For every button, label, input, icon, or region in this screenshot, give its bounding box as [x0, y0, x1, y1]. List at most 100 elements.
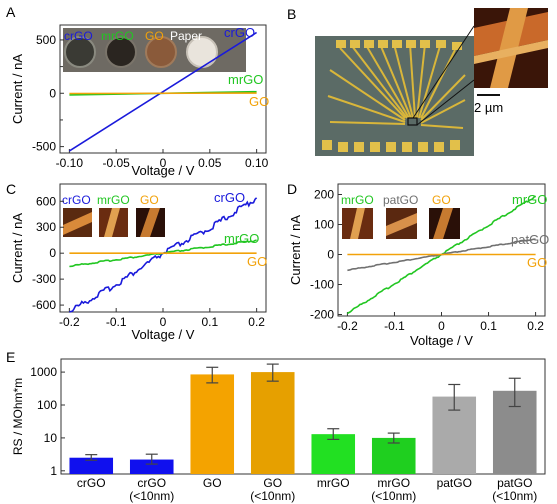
- y-tick-label: 1: [50, 464, 57, 478]
- inset-label-go: GO: [145, 29, 164, 43]
- inset-label-go: GO: [140, 193, 159, 207]
- panel-letter-d: D: [287, 181, 297, 197]
- electrode-leads: [327, 43, 466, 129]
- bar-3: [250, 372, 295, 474]
- bar-1: [129, 459, 174, 474]
- x-tick-label: 0.2: [248, 315, 265, 329]
- bar-4: [311, 434, 356, 474]
- bar-5: [371, 437, 416, 474]
- panel-d: D mrGO patGO GO mrGO patGO GO -0.2 -0.1 0 0…: [287, 181, 549, 348]
- category-label: (<10nm): [129, 489, 174, 503]
- bar-2: [190, 374, 235, 474]
- y-tick-label: -200: [310, 308, 334, 322]
- afm-thumbnails: [342, 208, 460, 239]
- panel-letter-a: A: [6, 4, 16, 20]
- contact-pads: [322, 40, 462, 152]
- go-disc: [145, 36, 177, 68]
- x-tick-label: -0.1: [384, 319, 405, 333]
- axes-d: -0.2 -0.1 0 0.1 0.2 -200 -100 0 100 200 Voltage / …: [288, 188, 544, 349]
- category-label: mrGO: [377, 476, 410, 490]
- x-axis-label: Voltage / V: [132, 163, 195, 178]
- inset-label-patgo: patGO: [383, 193, 418, 207]
- bar-0: [69, 457, 114, 474]
- x-tick-label: -0.2: [337, 319, 358, 333]
- x-axis-label: Voltage / V: [410, 333, 473, 348]
- panel-letter-c: C: [6, 181, 16, 197]
- category-label: (<10nm): [250, 489, 295, 503]
- y-tick-label: -300: [32, 272, 56, 286]
- category-label: crGO: [137, 476, 166, 490]
- panel-b: B 2 µm: [287, 6, 548, 156]
- afm-inset: [474, 8, 548, 88]
- x-tick-label: 0: [160, 315, 167, 329]
- series-label-crgo: crGO: [214, 190, 245, 205]
- x-tick-label: 0.2: [527, 319, 544, 333]
- y-tick-label: 0: [49, 246, 56, 260]
- category-label: mrGO: [317, 476, 350, 490]
- x-tick-label: 0: [438, 319, 445, 333]
- x-tick-label: -0.1: [106, 315, 127, 329]
- panel-letter-b: B: [287, 6, 296, 22]
- category-label: (<10nm): [492, 489, 537, 503]
- mrgo-disc: [105, 36, 137, 68]
- y-axis-label: Current / nA: [288, 215, 303, 285]
- crgo-disc: [64, 36, 96, 68]
- x-tick-label: 0.1: [201, 315, 218, 329]
- axes-e: 1 10 100 1000 RS / MOhm*m: [11, 365, 65, 478]
- y-axis-label: Current / nA: [10, 54, 25, 124]
- y-tick-label: 10: [44, 431, 58, 445]
- inset-label-mrgo: mrGO: [341, 193, 374, 207]
- y-axis-label: RS / MOhm*m: [11, 378, 25, 455]
- y-tick-label: 0: [327, 248, 334, 262]
- category-label: patGO: [437, 476, 472, 490]
- zoom-box: [407, 117, 418, 126]
- inset-label-crgo: crGO: [64, 29, 93, 43]
- panel-c: C crGO mrGO GO crGO mrGO GO -0.2 -0.1 0 0.1…: [6, 181, 267, 342]
- x-tick-label: 0.10: [245, 156, 269, 170]
- y-tick-label: 100: [37, 398, 57, 412]
- y-axis-label: Current / nA: [10, 213, 25, 283]
- device-micrograph: [315, 36, 474, 156]
- plot-frame-e: [60, 358, 546, 475]
- series-label-crgo: crGO: [224, 25, 255, 40]
- inset-label-paper: Paper: [170, 29, 202, 43]
- y-tick-label: -100: [310, 278, 334, 292]
- afm-thumbnails: [63, 208, 165, 237]
- series-label-go: GO: [527, 255, 547, 270]
- category-label: GO: [263, 476, 282, 490]
- y-tick-label: 500: [36, 33, 56, 47]
- y-tick-label: 600: [36, 194, 56, 208]
- panel-a: A crGO mrGO GO Paper crGO mrGO GO -0.10-…: [6, 4, 269, 178]
- inset-label-mrgo: mrGO: [101, 29, 134, 43]
- x-tick-label: 0.05: [198, 156, 222, 170]
- y-tick-label: 300: [36, 220, 56, 234]
- series-label-mrgo: mrGO: [224, 231, 259, 246]
- x-tick-label: -0.10: [56, 156, 84, 170]
- category-label: GO: [203, 476, 222, 490]
- zoom-line-top: [412, 25, 475, 119]
- zoom-line-bottom: [416, 79, 475, 126]
- x-tick-label: 0: [160, 156, 167, 170]
- y-tick-label: -500: [32, 140, 56, 154]
- axes-a: -0.10 -0.05 0 0.05 0.10 -500 0 500 Voltage / V Cu…: [10, 33, 269, 178]
- axes-c: -0.2 -0.1 0 0.1 0.2 -600 -300 0 300 600 Voltage / …: [10, 194, 265, 342]
- inset-label-go: GO: [432, 193, 451, 207]
- paper-photo-inset: crGO mrGO GO Paper: [63, 28, 246, 72]
- series-label-go: GO: [249, 94, 269, 109]
- category-label: crGO: [77, 476, 106, 490]
- x-tick-label: -0.05: [103, 156, 131, 170]
- y-tick-label: 1000: [30, 365, 57, 379]
- series-label-mrgo: mrGO: [228, 72, 263, 87]
- inset-label-mrgo: mrGO: [97, 193, 130, 207]
- panel-letter-e: E: [6, 349, 15, 365]
- y-tick-label: 100: [314, 218, 334, 232]
- category-label: patGO: [497, 476, 532, 490]
- inset-label-crgo: crGO: [62, 193, 91, 207]
- y-tick-label: 200: [314, 188, 334, 202]
- category-label: (<10nm): [371, 489, 416, 503]
- series-line-crgo: [68, 31, 258, 152]
- y-tick-label: -600: [32, 298, 56, 312]
- x-axis-label: Voltage / V: [132, 327, 195, 342]
